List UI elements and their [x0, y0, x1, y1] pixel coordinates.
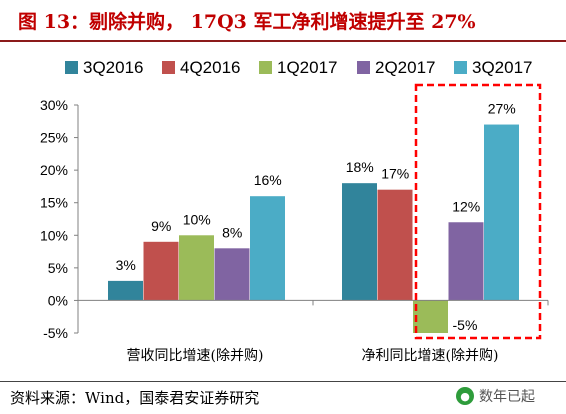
y-tick-label: 25%: [40, 130, 68, 146]
chart-title: 图 13：剔除并购， 17Q3 军工净利增速提升至 27%: [18, 10, 476, 33]
data-label: 17%: [381, 166, 409, 182]
footer-divider: [0, 381, 566, 382]
legend-swatch-3q2016: [65, 61, 78, 74]
bar-3q2017-profit: [484, 124, 519, 301]
watermark-text: 数年已起: [479, 389, 535, 405]
y-axis: 30% 25% 20% 15% 10% 5% 0% -5%: [40, 97, 79, 341]
y-tick-label: 15%: [40, 195, 68, 211]
legend-swatch-2q2017: [357, 61, 370, 74]
data-labels-group: 3% 9% 10% 8% 16% 18% 17% -5% 12% 27%: [116, 101, 516, 333]
y-tick-label: -5%: [43, 325, 68, 341]
bar-4q2016-profit: [377, 189, 413, 301]
data-label: 27%: [488, 101, 516, 117]
legend-label-1q2017: 1Q2017: [277, 58, 338, 77]
legend-label-3q2017: 3Q2017: [472, 58, 533, 77]
y-tick-label: 10%: [40, 227, 68, 243]
wechat-icon: ●: [456, 387, 474, 405]
y-tick-label: 20%: [40, 162, 68, 178]
y-tick-label: 5%: [48, 260, 68, 276]
legend-swatch-4q2016: [162, 61, 175, 74]
data-label: 12%: [452, 198, 480, 214]
x-axis: 营收同比增速(除并购) 净利同比增速(除并购): [77, 299, 549, 364]
category-label: 净利同比增速(除并购): [362, 348, 499, 364]
title-bar: 图 13：剔除并购， 17Q3 军工净利增速提升至 27%: [0, 0, 566, 42]
category-label: 营收同比增速(除并购): [127, 348, 264, 364]
bar-1q2017-revenue: [179, 235, 214, 301]
legend-label-2q2017: 2Q2017: [375, 58, 436, 77]
data-label: 18%: [346, 159, 374, 175]
y-tick-label: 30%: [40, 97, 68, 113]
bar-4q2016-revenue: [143, 241, 179, 301]
data-label: -5%: [453, 317, 478, 333]
data-label: 9%: [151, 218, 171, 234]
data-label: 3%: [116, 257, 136, 273]
bar-3q2016-revenue: [108, 280, 143, 301]
data-label: 16%: [254, 172, 282, 188]
watermark: ● 数年已起: [456, 384, 535, 408]
bar-3q2016-profit: [342, 183, 377, 301]
data-label: 10%: [183, 211, 211, 227]
bar-2q2017-revenue: [214, 248, 250, 301]
legend-label-3q2016: 3Q2016: [83, 58, 144, 77]
legend-swatch-1q2017: [259, 61, 272, 74]
legend-swatch-3q2017: [454, 61, 467, 74]
chart-legend: 3Q2016 4Q2016 1Q2017 2Q2017 3Q2017: [65, 58, 533, 77]
legend-label-4q2016: 4Q2016: [180, 58, 241, 77]
highlight-box: [414, 83, 542, 340]
y-tick-label: 0%: [48, 292, 68, 308]
data-label: 8%: [222, 224, 242, 240]
bar-3q2017-revenue: [250, 196, 285, 301]
source-note: 资料来源：Wind，国泰君安证券研究: [10, 389, 260, 407]
bar-1q2017-profit: [413, 300, 448, 333]
bars-group: [108, 124, 519, 333]
bar-2q2017-profit: [448, 222, 484, 301]
bar-chart: 3Q2016 4Q2016 1Q2017 2Q2017 3Q2017 30% 25% 20%…: [40, 58, 549, 364]
